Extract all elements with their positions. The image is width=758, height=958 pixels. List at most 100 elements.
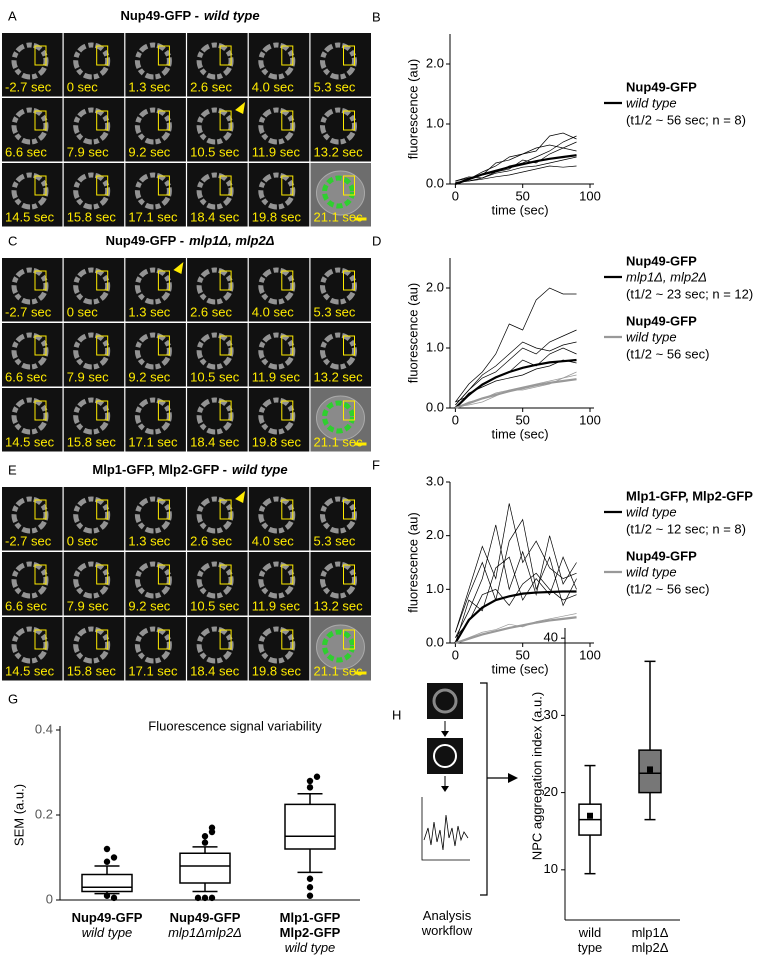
category-subtitle: wild type: [284, 940, 336, 955]
panel-title: Mlp1-GFP, Mlp2-GFP - wild type: [92, 462, 287, 477]
category-subtitle: mlp1Δmlp2Δ: [168, 925, 242, 940]
bleach-roi: [157, 45, 170, 66]
category-name: Mlp1-GFP Mlp2-GFP: [279, 910, 341, 940]
y-tick-label: 40: [544, 630, 558, 645]
bleach-roi: [34, 629, 47, 650]
time-label: 17.1 sec: [128, 663, 178, 678]
time-label: 10.5 sec: [190, 369, 240, 384]
legend-name: Nup49-GFP: [626, 548, 697, 563]
time-label: 14.5 sec: [5, 663, 55, 678]
bleach-roi: [219, 629, 232, 650]
bleach-roi: [343, 335, 355, 356]
outlier: [208, 894, 216, 902]
x-axis-label: time (sec): [491, 202, 548, 217]
workflow-trace: [423, 814, 469, 851]
workflow-plot-axes: [421, 797, 470, 861]
time-label: 2.6 sec: [190, 79, 232, 94]
bleach-roi: [34, 270, 47, 291]
time-label: 18.4 sec: [190, 434, 240, 449]
time-label: 4.0 sec: [252, 533, 294, 548]
trace: [455, 329, 577, 406]
y-axis-label: fluorescence (au): [405, 59, 420, 159]
time-label: 0 sec: [67, 533, 99, 548]
legend-note: (t1/2 ~ 56 sec): [626, 581, 709, 596]
time-label: 14.5 sec: [5, 209, 55, 224]
bleach-roi: [281, 270, 294, 291]
legend-genotype: wild type: [626, 95, 677, 110]
time-label: 1.3 sec: [128, 304, 170, 319]
outlier: [201, 833, 209, 840]
time-label: 6.6 sec: [5, 598, 47, 613]
panel-letter: E: [8, 462, 17, 477]
legend-genotype: wild type: [626, 564, 677, 579]
y-tick-label: 0.0: [426, 399, 444, 414]
y-tick-label: 1.0: [426, 581, 444, 596]
time-label: 14.5 sec: [5, 434, 55, 449]
outlier: [103, 858, 111, 865]
time-label: 4.0 sec: [252, 79, 294, 94]
time-label: 0 sec: [67, 304, 99, 319]
category-name: mlp1Δ mlp2Δ: [631, 925, 669, 955]
time-label: 18.4 sec: [190, 663, 240, 678]
time-label: 2.6 sec: [190, 533, 232, 548]
bleach-roi: [96, 499, 109, 520]
bleach-roi: [34, 564, 47, 585]
bleach-roi: [281, 564, 294, 585]
time-label: 19.8 sec: [252, 663, 302, 678]
nucleus-green: [322, 629, 355, 663]
legend-note: (t1/2 ~ 12 sec; n = 8): [626, 521, 746, 536]
legend-genotype: mlp1Δ, mlp2Δ: [626, 269, 707, 284]
panel-title-italic: mlp1Δ, mlp2Δ: [189, 233, 275, 248]
bleach-roi: [157, 175, 170, 196]
bleach-roi: [281, 175, 294, 196]
time-label: 10.5 sec: [190, 598, 240, 613]
y-tick-label: 30: [544, 707, 558, 722]
y-tick-label: 2.0: [426, 55, 444, 70]
time-label: 0 sec: [67, 79, 99, 94]
bleach-roi: [281, 629, 294, 650]
category-label: Mlp1-GFP Mlp2-GFP wild type: [245, 910, 375, 955]
y-axis-label: fluorescence (au): [405, 283, 420, 383]
bleach-roi: [281, 499, 294, 520]
outlier: [103, 892, 111, 899]
time-label: 11.9 sec: [252, 598, 301, 613]
workflow-label: Analysis workflow: [421, 908, 473, 938]
trace: [455, 613, 577, 644]
time-label: 6.6 sec: [5, 369, 47, 384]
bleach-roi: [34, 45, 47, 66]
outlier: [306, 892, 314, 899]
bleach-roi: [343, 564, 355, 585]
bleach-roi: [281, 335, 294, 356]
panel-title-main: Nup49-GFP -: [106, 233, 185, 248]
workflow-arrowhead: [508, 773, 518, 783]
time-label: 15.8 sec: [67, 209, 117, 224]
bleach-roi: [281, 400, 294, 421]
y-axis-label: fluorescence (au): [405, 512, 420, 612]
bleach-roi: [96, 110, 109, 131]
legend-genotype: wild type: [626, 504, 677, 519]
bleach-roi: [157, 110, 170, 131]
bleach-roi: [157, 270, 170, 291]
panel-title-main: Nup49-GFP -: [120, 8, 199, 23]
fit-curve: [455, 378, 577, 410]
x-tick-label: 0: [452, 412, 459, 427]
bleach-roi: [157, 629, 170, 650]
bleach-roi: [219, 45, 232, 66]
bleach-roi: [157, 400, 170, 421]
time-label: 19.8 sec: [252, 209, 302, 224]
y-tick-label: 20: [544, 784, 558, 799]
bleach-roi: [281, 110, 294, 131]
outlier: [201, 839, 209, 846]
time-label: 13.2 sec: [314, 598, 364, 613]
category-label: wild type: [525, 925, 655, 955]
time-label: 15.8 sec: [67, 434, 117, 449]
time-label: 21.1 sec: [314, 209, 364, 224]
outlier: [201, 894, 209, 902]
workflow-image: [427, 683, 463, 719]
bleach-roi: [219, 335, 232, 356]
time-label: 10.5 sec: [190, 144, 240, 159]
bleach-roi: [34, 400, 47, 421]
time-label: 17.1 sec: [128, 434, 178, 449]
legend-name: Mlp1-GFP, Mlp2-GFP: [626, 488, 753, 503]
